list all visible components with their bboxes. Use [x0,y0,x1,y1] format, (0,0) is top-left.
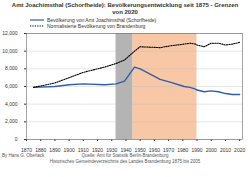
svg-text:2010: 2010 [220,147,231,153]
svg-text:1910: 1910 [78,147,89,153]
svg-text:1980: 1980 [177,147,188,153]
html-text:Normalisierte Bevölkerung von: Normalisierte Bevölkerung von Brandenbur… [47,23,146,29]
svg-text:6,000: 6,000 [5,83,18,89]
svg-text:1950: 1950 [135,147,146,153]
svg-text:12,000: 12,000 [2,30,18,36]
svg-text:2,000: 2,000 [5,118,18,124]
svg-text:1880: 1880 [35,147,46,153]
svg-text:1940: 1940 [120,147,131,153]
svg-text:0: 0 [15,136,18,142]
html-text:Quelle: Amt für Statistik Berl: Quelle: Amt für Statistik Berlin-Branden… [81,153,169,158]
svg-text:2020: 2020 [234,147,245,153]
svg-text:1900: 1900 [64,147,75,153]
svg-text:4,000: 4,000 [5,101,18,107]
svg-text:10,000: 10,000 [2,48,18,54]
svg-text:1890: 1890 [49,147,60,153]
svg-text:1920: 1920 [92,147,103,153]
svg-text:1990: 1990 [191,147,202,153]
svg-text:1870: 1870 [21,147,32,153]
svg-text:2000: 2000 [206,147,217,153]
html-text:Bevölkerung von Amt Joachimsth: Bevölkerung von Amt Joachimsthal (Schorf… [47,17,157,23]
svg-text:1960: 1960 [149,147,160,153]
svg-text:1970: 1970 [163,147,174,153]
html-text:Historisches Gemeindeverzeichn: Historisches Gemeindeverzeichnis des Lan… [49,158,201,164]
svg-text:8,000: 8,000 [5,65,18,71]
html-text:Amt Joachimsthal (Schorfheide): Amt Joachimsthal (Schorfheide): Bevölker… [11,2,239,15]
html-text:By Hans G. Oberlack: By Hans G. Oberlack [2,153,45,158]
svg-text:1930: 1930 [106,147,117,153]
